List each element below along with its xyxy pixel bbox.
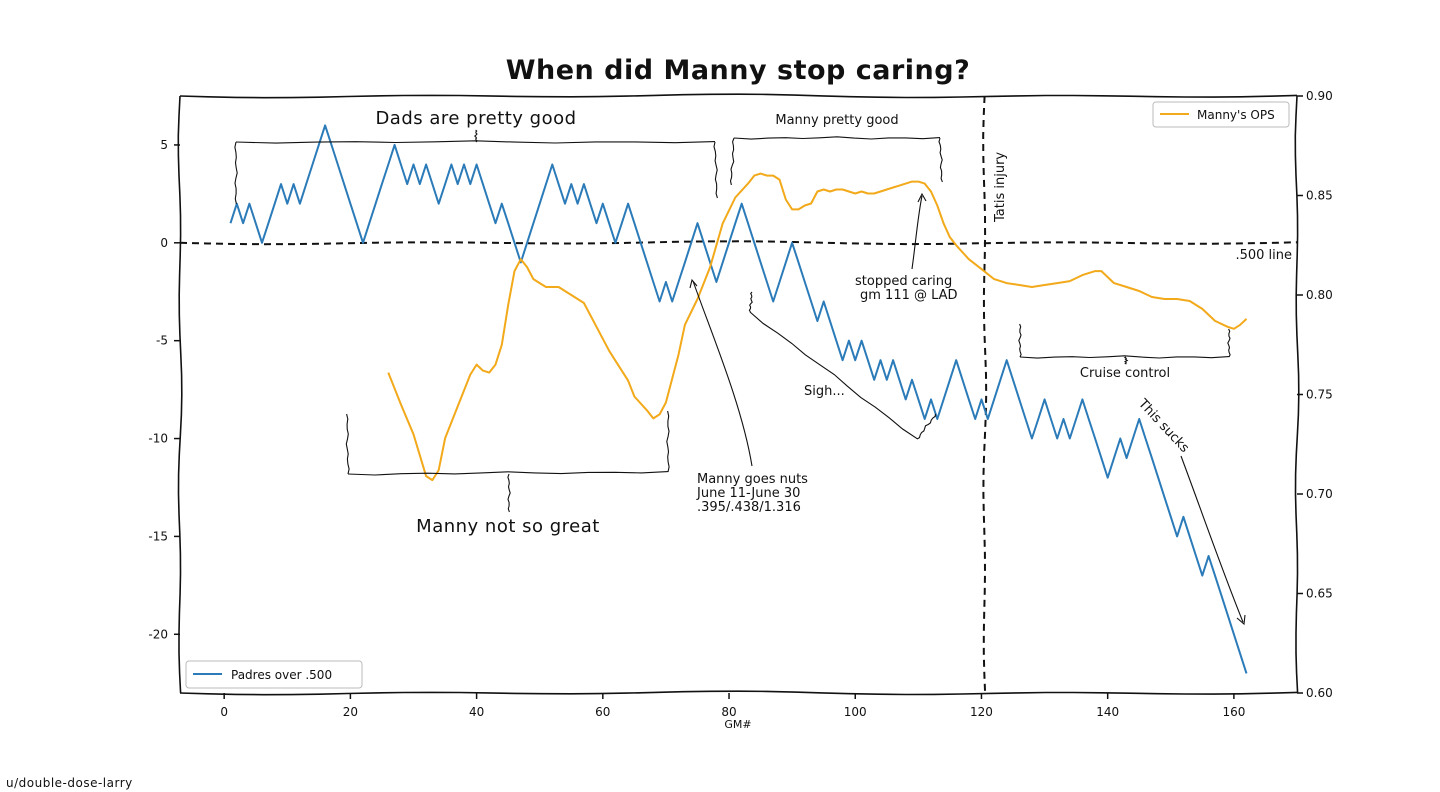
annotation-stopped-caring-game: gm 111 @ LAD [860, 288, 958, 303]
bracket-sigh-slope [749, 311, 918, 440]
bracket-cruise [1019, 355, 1230, 359]
series-padres-over-500 [229, 124, 1248, 674]
annotation-layer: Dads are pretty good Manny pretty good sto… [234, 108, 1246, 626]
frame-left [177, 95, 183, 694]
plot-frame [177, 93, 1300, 696]
y-left-tick-label: -10 [148, 432, 168, 446]
bracket-pretty-good [733, 136, 941, 140]
frame-top [179, 93, 1298, 99]
y-right-tick-label: 0.90 [1306, 89, 1333, 103]
bracket-pretty-good-right [938, 137, 943, 183]
x-tick-label: 100 [844, 705, 867, 719]
y-right-tick-label: 0.75 [1306, 388, 1333, 402]
reference-label-tatis: Tatis injury [993, 152, 1008, 223]
x-tick-label: 60 [595, 705, 610, 719]
series-layer [229, 124, 1248, 674]
bracket-cruise-stem [1123, 356, 1129, 365]
x-tick-label: 20 [343, 705, 358, 719]
bracket-sigh-left [748, 291, 753, 313]
arrowhead-sucks [1236, 614, 1246, 626]
series-manny-ops [387, 172, 1248, 482]
reference-label-500: .500 line [1235, 248, 1292, 263]
plot-area: 0 20 40 60 80 100 120 140 160 5 0 -5 -10 -15 -20 0.90 0.… [148, 89, 1332, 719]
bracket-cruise-right [1227, 328, 1231, 358]
x-axis-label: GM# [724, 718, 751, 731]
arrow-stopped-caring [911, 195, 923, 270]
annotation-cruise: Cruise control [1080, 366, 1170, 381]
annotation-goes-nuts-dates: June 11-June 30 [696, 486, 800, 501]
annotation-goes-nuts: Manny goes nuts [697, 472, 808, 487]
bracket-dads-right [713, 141, 718, 199]
annotation-goes-nuts-stats: .395/.438/1.316 [697, 500, 801, 515]
y-right-tick-label: 0.65 [1306, 587, 1333, 601]
legend-manny: Manny's OPS [1152, 101, 1290, 128]
annotation-pretty-good: Manny pretty good [775, 113, 898, 128]
y-right-tick-label: 0.85 [1306, 189, 1333, 203]
y-left-tick-label: -20 [148, 627, 168, 641]
annotation-sigh: Sigh... [804, 384, 845, 399]
bracket-sigh-right [916, 413, 937, 440]
y-right-tick-label: 0.60 [1306, 686, 1333, 700]
arrowhead-stopped-caring [917, 192, 927, 203]
legend-box [1152, 101, 1290, 128]
arrow-goes-nuts [692, 280, 753, 467]
bracket-not-great-left [345, 413, 350, 475]
legend-label: Manny's OPS [1197, 108, 1275, 122]
x-tick-label: 80 [721, 705, 736, 719]
bracket-not-great-stem [507, 473, 511, 513]
arrowhead-goes-nuts [689, 278, 698, 289]
credit-text: u/double-dose-larry [6, 776, 133, 790]
arrow-sucks [1180, 455, 1244, 623]
x-tick-label: 120 [970, 705, 993, 719]
reference-line-500 [179, 240, 1298, 246]
bracket-cruise-left [1018, 323, 1022, 358]
legend-padres: Padres over .500 [185, 660, 363, 689]
chart-title: When did Manny stop caring? [506, 55, 971, 86]
annotation-not-great: Manny not so great [416, 516, 600, 537]
bracket-dads-stem [473, 129, 478, 143]
y-left-tick-label: 0 [160, 236, 168, 250]
x-tick-label: 160 [1222, 705, 1245, 719]
y-left-tick-label: -5 [156, 334, 168, 348]
frame-bottom [179, 690, 1298, 696]
y-left-tick-label: 5 [160, 138, 168, 152]
y-right-tick-label: 0.80 [1306, 288, 1333, 302]
y-right-tick-label: 0.70 [1306, 487, 1333, 501]
bracket-dads [235, 140, 716, 144]
x-tick-label: 40 [469, 705, 484, 719]
annotation-stopped-caring: stopped caring [855, 274, 952, 289]
reference-line-tatis [982, 95, 988, 694]
bracket-dads-left [234, 141, 238, 205]
x-tick-label: 0 [220, 705, 228, 719]
x-tick-label: 140 [1096, 705, 1119, 719]
y-left-tick-label: -15 [148, 529, 168, 543]
annotation-dads: Dads are pretty good [375, 108, 576, 129]
bracket-pretty-good-left [729, 137, 735, 186]
legend-label: Padres over .500 [231, 668, 332, 682]
annotation-sucks: This sucks [1134, 396, 1192, 456]
legend-box [185, 660, 363, 689]
bracket-not-great-right [666, 410, 670, 473]
bracket-not-great [347, 471, 669, 476]
